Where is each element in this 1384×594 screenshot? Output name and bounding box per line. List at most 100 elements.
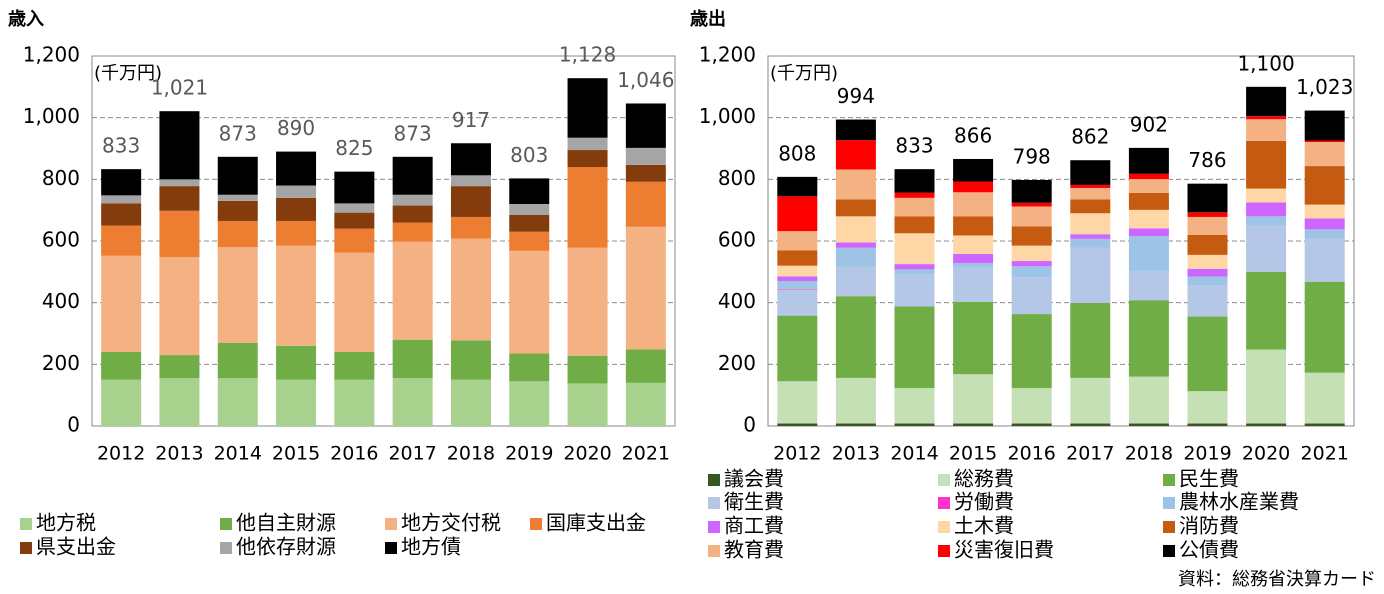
bar-segment xyxy=(1246,271,1287,350)
legend-label: 民生費 xyxy=(1179,467,1239,491)
bar-segment xyxy=(159,111,200,180)
bar-segment xyxy=(1246,349,1287,424)
bar-segment xyxy=(835,247,876,267)
bar-segment xyxy=(1128,179,1169,193)
bar-segment xyxy=(159,186,200,211)
bar-segment xyxy=(777,196,818,232)
bar-segment xyxy=(1304,166,1345,205)
bar-segment xyxy=(894,388,935,424)
legend-swatch xyxy=(1163,497,1175,509)
bar-segment xyxy=(334,252,375,352)
bar-segment xyxy=(217,247,258,343)
bar-segment xyxy=(777,176,818,197)
bar-segment xyxy=(1246,86,1287,117)
legend-label: 公債費 xyxy=(1179,538,1239,562)
x-tick-label: 2018 xyxy=(1125,443,1173,465)
bar-segment xyxy=(1304,140,1345,143)
bar-segment xyxy=(625,103,666,148)
total-label: 786 xyxy=(1188,148,1226,172)
legend-label: 他依存財源 xyxy=(236,535,336,559)
bar-segment xyxy=(1128,147,1169,174)
bar-segment xyxy=(953,192,994,217)
bar-segment xyxy=(835,199,876,217)
legend-swatch xyxy=(708,545,720,557)
bar-segment xyxy=(953,253,994,264)
x-tick-label: 2020 xyxy=(563,443,611,465)
bar-segment xyxy=(567,78,608,138)
bar-segment xyxy=(835,242,876,248)
bar-segment xyxy=(1304,372,1345,424)
chart-title: 歳出 xyxy=(690,8,726,30)
bar-segment xyxy=(217,156,258,195)
x-tick-label: 2014 xyxy=(890,443,938,465)
bar-segment xyxy=(1187,268,1228,277)
bar-segment xyxy=(334,171,375,204)
bar-segment xyxy=(450,186,491,217)
bar-segment xyxy=(894,192,935,198)
bar-segment xyxy=(1187,234,1228,255)
y-tick-label: 200 xyxy=(42,351,80,375)
bar-segment xyxy=(953,423,994,426)
legend-label: 他自主財源 xyxy=(236,511,336,535)
bar-segment xyxy=(159,179,200,187)
bar-segment xyxy=(276,345,317,380)
bar-segment xyxy=(1070,160,1111,185)
x-tick-label: 2012 xyxy=(773,443,821,465)
bar-segment xyxy=(1011,179,1052,203)
bar-segment xyxy=(953,181,994,193)
bar-segment xyxy=(1128,236,1169,271)
legend-label: 地方税 xyxy=(36,511,96,535)
legend-swatch xyxy=(1163,545,1175,557)
bar-segment xyxy=(509,353,550,382)
bar-segment xyxy=(217,342,258,379)
unit-label: (千万円) xyxy=(94,63,162,84)
bar-segment xyxy=(1070,238,1111,248)
bar-segment xyxy=(777,423,818,426)
bar-segment xyxy=(276,185,317,198)
total-label: 862 xyxy=(1071,125,1109,149)
total-label: 873 xyxy=(394,121,432,145)
bar-segment xyxy=(1128,423,1169,426)
bar-segment xyxy=(894,233,935,265)
bar-segment xyxy=(276,197,317,221)
bar-segment xyxy=(835,216,876,243)
bar-segment xyxy=(1246,423,1287,426)
bar-segment xyxy=(777,231,818,251)
bar-segment xyxy=(1128,300,1169,377)
bar-segment xyxy=(1070,247,1111,303)
bar-segment xyxy=(1011,277,1052,315)
bar-segment xyxy=(1011,226,1052,246)
x-tick-label: 2016 xyxy=(1008,443,1056,465)
bar-segment xyxy=(392,241,433,340)
x-tick-label: 2019 xyxy=(1183,443,1231,465)
bar-segment xyxy=(835,423,876,426)
y-tick-label: 0 xyxy=(67,413,80,437)
bar-segment xyxy=(1011,245,1052,262)
bar-segment xyxy=(101,169,142,196)
bar-segment xyxy=(1187,212,1228,217)
bar-segment xyxy=(217,220,258,248)
chart-title: 歳入 xyxy=(8,9,44,30)
total-label: 1,046 xyxy=(617,68,674,92)
x-tick-label: 2017 xyxy=(1066,443,1114,465)
bar-segment xyxy=(392,222,433,242)
bar-segment xyxy=(1246,202,1287,217)
y-tick-label: 0 xyxy=(743,413,756,437)
bar-segment xyxy=(217,378,258,426)
bar-segment xyxy=(276,151,317,186)
legend-label: 商工費 xyxy=(724,514,784,538)
bar-segment xyxy=(835,169,876,200)
legend-label: 衛生費 xyxy=(724,490,784,514)
x-tick-label: 2020 xyxy=(1242,443,1290,465)
legend-label: 農林水産業費 xyxy=(1179,490,1299,514)
bar-segment xyxy=(509,178,550,204)
bar-segment xyxy=(625,382,666,426)
total-label: 803 xyxy=(510,143,548,167)
bar-segment xyxy=(1070,213,1111,235)
bar-segment xyxy=(1304,423,1345,426)
legend-swatch xyxy=(1163,521,1175,533)
total-label: 1,100 xyxy=(1237,51,1294,75)
legend-swatch xyxy=(385,518,397,530)
bar-segment xyxy=(835,140,876,170)
